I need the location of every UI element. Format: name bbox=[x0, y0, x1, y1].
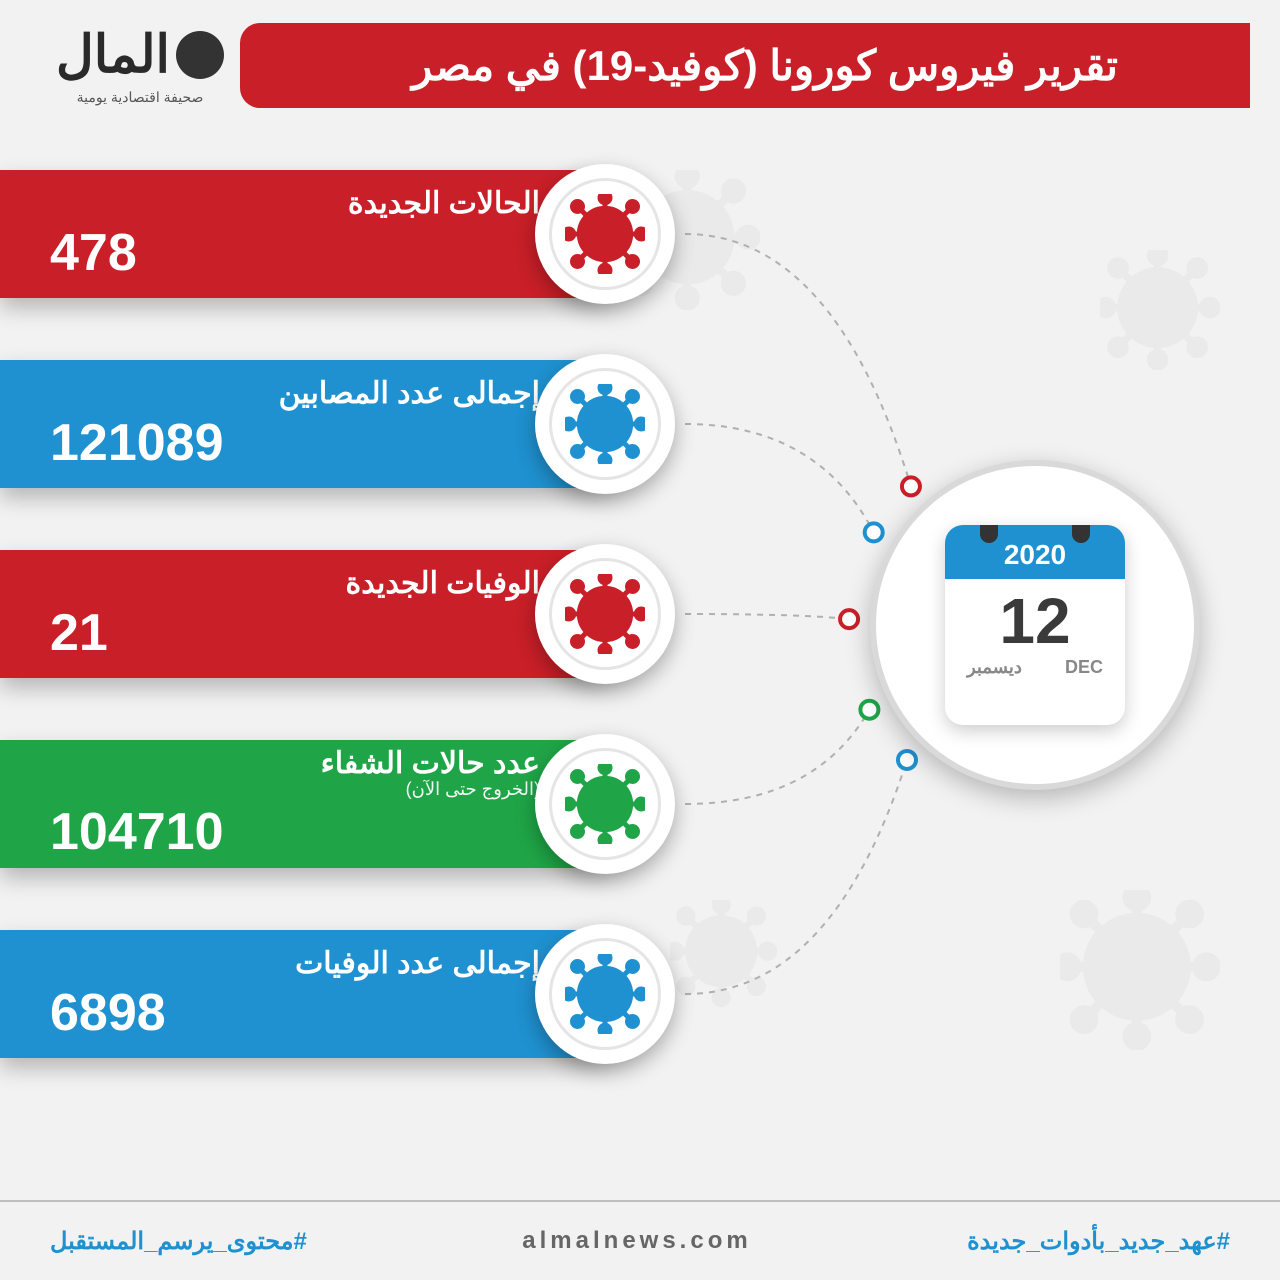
logo-text: المال bbox=[56, 25, 170, 85]
footer-hashtag-right: #محتوى_يرسم_المستقبل bbox=[50, 1227, 307, 1256]
stat-value: 6898 bbox=[50, 983, 540, 1043]
virus-badge bbox=[535, 354, 675, 494]
stat-row: عدد حالات الشفاء (الخروج حتى الآن) 10471… bbox=[0, 740, 640, 868]
stat-value: 121089 bbox=[50, 413, 540, 473]
virus-icon bbox=[565, 194, 645, 274]
stat-sublabel: (الخروج حتى الآن) bbox=[50, 779, 540, 800]
title-bar: تقرير فيروس كورونا (كوفيد-19) في مصر bbox=[240, 23, 1250, 108]
logo: المال صحيفة اقتصادية يومية bbox=[30, 20, 250, 110]
virus-icon bbox=[565, 954, 645, 1034]
calendar-year: 2020 bbox=[945, 525, 1125, 579]
stat-label: إجمالى عدد المصابين bbox=[50, 376, 540, 411]
virus-icon bbox=[565, 764, 645, 844]
virus-outline bbox=[549, 558, 661, 670]
virus-badge bbox=[535, 924, 675, 1064]
virus-badge bbox=[535, 734, 675, 874]
stat-row: إجمالى عدد المصابين 121089 bbox=[0, 360, 640, 488]
stat-value: 478 bbox=[50, 223, 540, 283]
logo-subtitle: صحيفة اقتصادية يومية bbox=[77, 89, 204, 106]
content-area: الحالات الجديدة 478 إجمالى عدد المصابين … bbox=[0, 130, 1280, 1200]
calendar-month-en: DEC bbox=[1065, 657, 1103, 678]
logo-icon bbox=[176, 31, 224, 79]
virus-outline bbox=[549, 938, 661, 1050]
stats-list: الحالات الجديدة 478 إجمالى عدد المصابين … bbox=[0, 170, 640, 1058]
stat-row: الحالات الجديدة 478 bbox=[0, 170, 640, 298]
calendar-day: 12 bbox=[945, 579, 1125, 653]
stat-label: إجمالى عدد الوفيات bbox=[50, 946, 540, 981]
virus-icon bbox=[565, 574, 645, 654]
virus-icon bbox=[565, 384, 645, 464]
calendar-icon: 2020 12 DEC ديسمبر bbox=[945, 525, 1125, 725]
stat-label: الحالات الجديدة bbox=[50, 186, 540, 221]
stat-row: إجمالى عدد الوفيات 6898 bbox=[0, 930, 640, 1058]
virus-outline bbox=[549, 368, 661, 480]
page-title: تقرير فيروس كورونا (كوفيد-19) في مصر bbox=[412, 41, 1118, 90]
calendar-month-ar: ديسمبر bbox=[967, 657, 1022, 678]
stat-value: 21 bbox=[50, 603, 540, 663]
virus-badge bbox=[535, 544, 675, 684]
footer: #عهد_جديد_بأدوات_جديدة almalnews.com #مح… bbox=[0, 1200, 1280, 1280]
virus-outline bbox=[549, 178, 661, 290]
stat-value: 104710 bbox=[50, 802, 540, 862]
stat-row: الوفيات الجديدة 21 bbox=[0, 550, 640, 678]
stat-label: الوفيات الجديدة bbox=[50, 566, 540, 601]
footer-hashtag-left: #عهد_جديد_بأدوات_جديدة bbox=[967, 1227, 1230, 1256]
virus-badge bbox=[535, 164, 675, 304]
footer-url: almalnews.com bbox=[522, 1227, 751, 1255]
stat-label: عدد حالات الشفاء bbox=[50, 746, 540, 781]
date-circle: 2020 12 DEC ديسمبر bbox=[870, 460, 1200, 790]
header: تقرير فيروس كورونا (كوفيد-19) في مصر الم… bbox=[0, 0, 1280, 130]
virus-outline bbox=[549, 748, 661, 860]
